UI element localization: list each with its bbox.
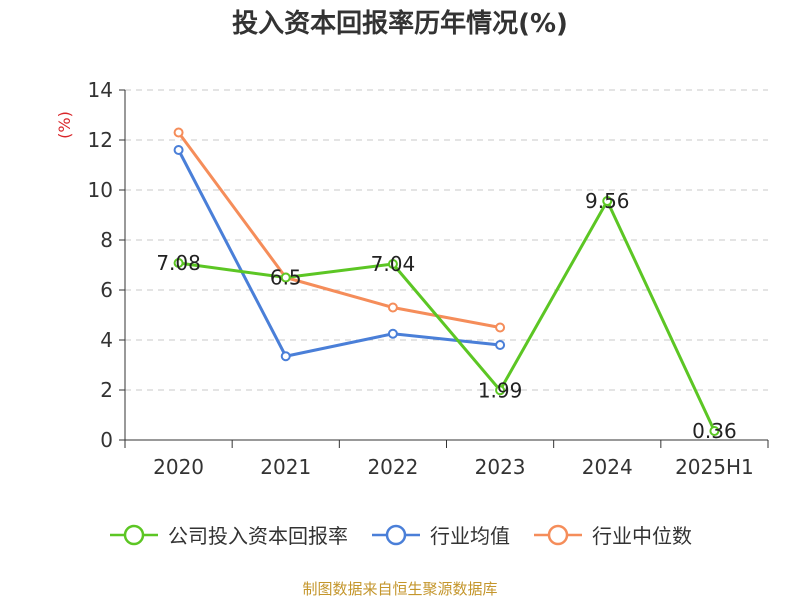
data-point	[173, 258, 184, 268]
data-label: 6.5	[270, 266, 302, 290]
legend-label: 公司投入资本回报率	[168, 524, 348, 548]
x-tick-label: 2024	[582, 455, 633, 479]
legend-item[interactable]: 行业均值	[370, 520, 510, 549]
legend-marker-icon	[534, 524, 582, 545]
data-point	[495, 322, 506, 333]
y-tick-label: 4	[100, 328, 113, 352]
data-point	[709, 426, 720, 436]
data-point	[387, 259, 398, 269]
series-lines	[173, 127, 720, 436]
data-point	[280, 351, 291, 362]
data-point	[387, 328, 398, 339]
data-label: 0.36	[692, 419, 737, 443]
x-tick-label: 2022	[367, 455, 418, 479]
data-point	[495, 340, 506, 350]
legend-label: 行业均值	[430, 524, 510, 548]
data-label: 9.56	[585, 189, 630, 213]
data-point	[173, 127, 184, 138]
data-point	[173, 145, 184, 155]
legend-item[interactable]: 行业中位数	[532, 520, 692, 549]
y-tick-label: 10	[88, 178, 113, 202]
data-point	[495, 385, 506, 396]
y-axis-label: (%)	[55, 111, 74, 139]
source-note: 制图数据来自恒生聚源数据库	[302, 580, 498, 598]
data-label: 7.04	[371, 252, 416, 276]
data-point	[602, 196, 613, 206]
x-tick-label: 2021	[260, 455, 311, 479]
legend: 公司投入资本回报率 行业均值 行业中位数	[0, 520, 800, 549]
chart-title: 投入资本回报率历年情况(%)	[232, 9, 568, 39]
legend-label: 行业中位数	[592, 524, 692, 548]
x-tick-label: 2020	[153, 455, 204, 479]
y-tick-label: 8	[100, 228, 113, 252]
data-labels: 7.08 6.5 7.04 1.99 9.56 0.36	[156, 189, 736, 443]
x-tick-label: 2023	[475, 455, 526, 479]
y-tick-label: 2	[100, 378, 113, 402]
y-tick-label: 6	[100, 278, 113, 302]
data-label: 7.08	[156, 251, 201, 275]
legend-item[interactable]: 公司投入资本回报率	[108, 520, 348, 549]
axes: 0 2 4 6 8 10 12 14 (%) 2020 2021 2022 2023 2024 2025H1	[55, 78, 769, 479]
y-tick-label: 12	[88, 128, 113, 152]
y-tick-label: 14	[88, 78, 113, 102]
data-point	[387, 302, 398, 313]
data-point	[280, 272, 291, 283]
y-tick-label: 0	[100, 428, 113, 452]
legend-marker-icon	[372, 524, 420, 545]
data-label: 1.99	[478, 378, 523, 402]
series-line-1	[177, 149, 501, 358]
series-line-0	[178, 199, 716, 432]
series-line-2	[177, 131, 501, 329]
x-tick-label: 2025H1	[675, 455, 754, 479]
legend-marker-icon	[110, 524, 158, 545]
grid-lines	[125, 89, 768, 391]
